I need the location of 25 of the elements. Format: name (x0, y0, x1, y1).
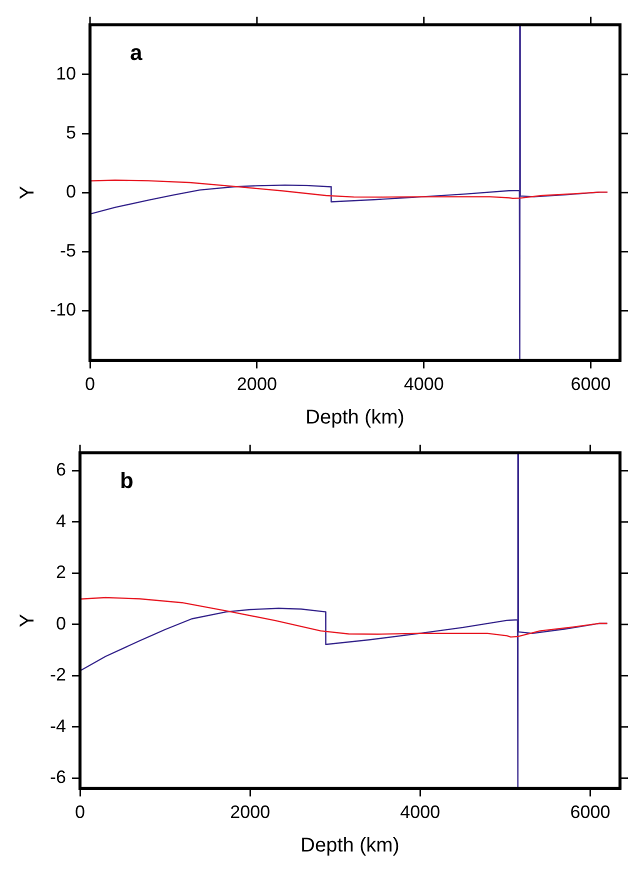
y-tick-label: -6 (50, 767, 66, 788)
y-tick-label: -5 (60, 240, 76, 261)
y-tick-label: 4 (56, 510, 66, 531)
y-tick-label: 0 (66, 182, 76, 202)
y-axis-title: Y (16, 614, 39, 628)
y-tick-label: -10 (50, 300, 76, 320)
y-tick-label: -2 (50, 664, 66, 685)
x-tick-label: 4000 (400, 802, 440, 822)
x-tick-label: 2000 (236, 374, 277, 394)
x-tick-label: 6000 (570, 802, 610, 822)
y-tick-label: 6 (56, 460, 66, 480)
x-tick-label: 0 (85, 374, 96, 394)
y-tick-label: 0 (56, 613, 66, 634)
x-axis-title: Depth (km) (300, 834, 400, 857)
y-tick-label: -4 (50, 716, 66, 736)
x-tick-label: 2000 (230, 802, 270, 822)
y-tick-label: 10 (56, 63, 76, 84)
y-axis-title: Y (16, 186, 39, 200)
y-tick-label: 2 (56, 562, 66, 582)
annotation: b (120, 468, 134, 493)
x-axis-title: Depth (km) (306, 406, 404, 429)
x-tick-label: 4000 (404, 374, 444, 394)
x-tick-label: 6000 (570, 374, 611, 394)
y-tick-label: 5 (66, 122, 76, 142)
annotation: a (130, 40, 144, 65)
